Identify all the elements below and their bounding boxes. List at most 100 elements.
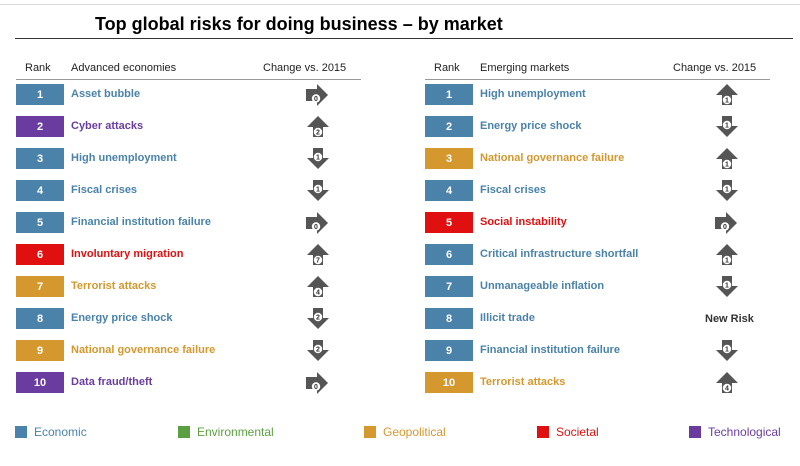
rank-badge: 1 xyxy=(16,84,64,105)
arrow-shape xyxy=(716,148,738,169)
risk-label: Data fraud/theft xyxy=(71,376,153,388)
arrow-shape xyxy=(716,244,738,265)
risk-label: Financial institution failure xyxy=(71,216,211,228)
risk-label: Cyber attacks xyxy=(71,120,144,132)
legend-swatch xyxy=(689,426,701,438)
rank-badge: 6 xyxy=(16,244,64,265)
risk-label: Fiscal crises xyxy=(71,184,138,196)
rank-badge: 9 xyxy=(16,340,64,361)
change-value: 4 xyxy=(725,386,729,393)
rank-badge: 5 xyxy=(425,212,473,233)
rank-badge: 2 xyxy=(16,116,64,137)
risk-label: Terrorist attacks xyxy=(480,376,566,388)
risk-label: Illicit trade xyxy=(480,312,536,324)
change-value: 1 xyxy=(725,283,729,290)
legend-swatch xyxy=(178,426,190,438)
arrow-down-icon: 1 xyxy=(715,116,739,138)
change-value: 2 xyxy=(316,347,320,354)
arrow-right-icon: 0 xyxy=(306,372,330,394)
table-row: 7 Terrorist attacks 4 xyxy=(16,276,361,298)
change-dot xyxy=(313,287,323,297)
table-row: 6 Critical infrastructure shortfall 1 xyxy=(425,244,770,266)
change-dot xyxy=(722,383,732,393)
title-underline xyxy=(15,38,793,39)
table-row: 10 Data fraud/theft 0 xyxy=(16,372,361,394)
change-value: 2 xyxy=(316,130,320,137)
legend-swatch xyxy=(15,426,27,438)
table-row: 9 Financial institution failure 1 xyxy=(425,340,770,362)
table-row: 2 Energy price shock 1 xyxy=(425,116,770,138)
change-dot xyxy=(313,184,323,194)
table-row: 1 High unemployment 1 xyxy=(425,84,770,106)
risk-label: Fiscal crises xyxy=(480,184,547,196)
table-row: 6 Involuntary migration 7 xyxy=(16,244,361,266)
arrow-down-icon: 1 xyxy=(306,180,330,202)
arrow-up-icon: 1 xyxy=(715,84,739,106)
change-dot xyxy=(722,280,732,290)
change-dot xyxy=(722,120,732,130)
arrow-down-icon: 1 xyxy=(715,276,739,298)
change-value: 7 xyxy=(316,258,320,265)
change-value: 1 xyxy=(725,162,729,169)
legend: Economic Environmental Geopolitical Soci… xyxy=(0,425,800,445)
risk-label: Financial institution failure xyxy=(480,344,620,356)
risk-label: National governance failure xyxy=(71,344,216,356)
rank-header: Rank xyxy=(434,62,460,74)
change-value: 1 xyxy=(725,347,729,354)
rank-badge: 3 xyxy=(425,148,473,169)
rank-badge: 2 xyxy=(425,116,473,137)
change-value: 1 xyxy=(725,187,729,194)
legend-item-technological: Technological xyxy=(689,425,781,439)
arrow-up-icon: 2 xyxy=(306,116,330,138)
change-dot xyxy=(311,94,321,103)
rank-badge: 8 xyxy=(425,308,473,329)
rank-badge: 5 xyxy=(16,212,64,233)
change-dot xyxy=(311,222,321,231)
rank-badge: 1 xyxy=(425,84,473,105)
arrow-shape xyxy=(716,372,738,393)
change-dot xyxy=(313,127,323,137)
rank-badge: 9 xyxy=(425,340,473,361)
risk-label: National governance failure xyxy=(480,152,625,164)
rank-badge: 7 xyxy=(425,276,473,297)
change-dot xyxy=(722,255,732,265)
arrow-up-icon: 4 xyxy=(715,372,739,394)
change-header: Change vs. 2015 xyxy=(673,62,757,74)
legend-swatch xyxy=(364,426,376,438)
arrow-up-icon: 1 xyxy=(715,244,739,266)
arrow-down-icon: 1 xyxy=(715,340,739,362)
rank-badge: 10 xyxy=(16,372,64,393)
arrow-shape xyxy=(307,116,329,137)
table-row: 1 Asset bubble 0 xyxy=(16,84,361,106)
change-value: 1 xyxy=(725,123,729,130)
change-value: 1 xyxy=(316,155,320,162)
risk-label: Social instability xyxy=(480,216,567,228)
arrow-right-icon: 0 xyxy=(715,212,739,234)
risk-label: Terrorist attacks xyxy=(71,280,157,292)
rank-header: Rank xyxy=(25,62,51,74)
legend-label: Environmental xyxy=(197,425,274,439)
change-dot xyxy=(722,95,732,105)
arrow-shape xyxy=(716,84,738,105)
change-dot xyxy=(313,312,323,322)
change-value: 4 xyxy=(316,290,320,297)
change-value: 1 xyxy=(725,258,729,265)
table-row: 3 High unemployment 1 xyxy=(16,148,361,170)
table-row: 7 Unmanageable inflation 1 xyxy=(425,276,770,298)
change-value: 0 xyxy=(314,96,318,103)
arrow-right-icon: 0 xyxy=(306,84,330,106)
arrow-down-icon: 1 xyxy=(306,148,330,170)
legend-label: Societal xyxy=(556,425,599,439)
change-dot xyxy=(722,344,732,354)
arrow-up-icon: 4 xyxy=(306,276,330,298)
risk-label: Critical infrastructure shortfall xyxy=(480,248,639,260)
rank-badge: 6 xyxy=(425,244,473,265)
table-row: 2 Cyber attacks 2 xyxy=(16,116,361,138)
arrow-right-icon: 0 xyxy=(306,212,330,234)
risk-label: Unmanageable inflation xyxy=(480,280,605,292)
table-row: 5 Social instability 0 xyxy=(425,212,770,234)
table-row: 8 Illicit trade New Risk xyxy=(425,308,770,330)
change-dot xyxy=(313,255,323,265)
arrow-up-icon: 7 xyxy=(306,244,330,266)
change-dot xyxy=(311,382,321,391)
